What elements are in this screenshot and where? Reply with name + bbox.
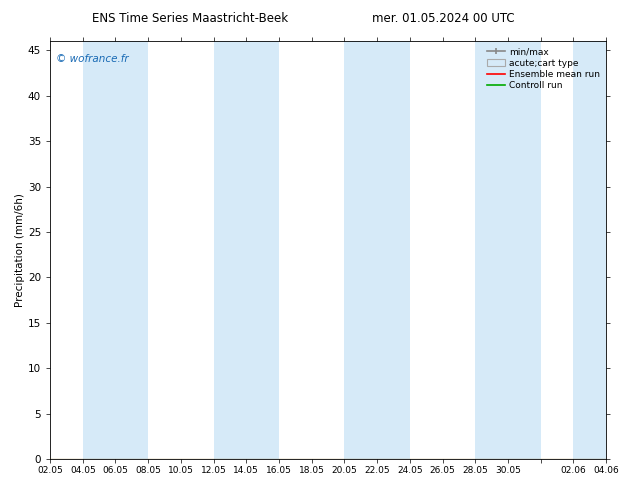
Y-axis label: Precipitation (mm/6h): Precipitation (mm/6h): [15, 193, 25, 307]
Bar: [247, 41, 279, 459]
Bar: [115, 41, 148, 459]
Bar: [476, 41, 508, 459]
Bar: [83, 41, 115, 459]
Legend: min/max, acute;cart type, Ensemble mean run, Controll run: min/max, acute;cart type, Ensemble mean …: [484, 44, 604, 94]
Text: © wofrance.fr: © wofrance.fr: [56, 54, 128, 64]
Bar: [344, 41, 377, 459]
Bar: [377, 41, 410, 459]
Bar: [573, 41, 606, 459]
Bar: [214, 41, 247, 459]
Bar: [508, 41, 541, 459]
Text: mer. 01.05.2024 00 UTC: mer. 01.05.2024 00 UTC: [373, 12, 515, 25]
Text: ENS Time Series Maastricht-Beek: ENS Time Series Maastricht-Beek: [92, 12, 288, 25]
